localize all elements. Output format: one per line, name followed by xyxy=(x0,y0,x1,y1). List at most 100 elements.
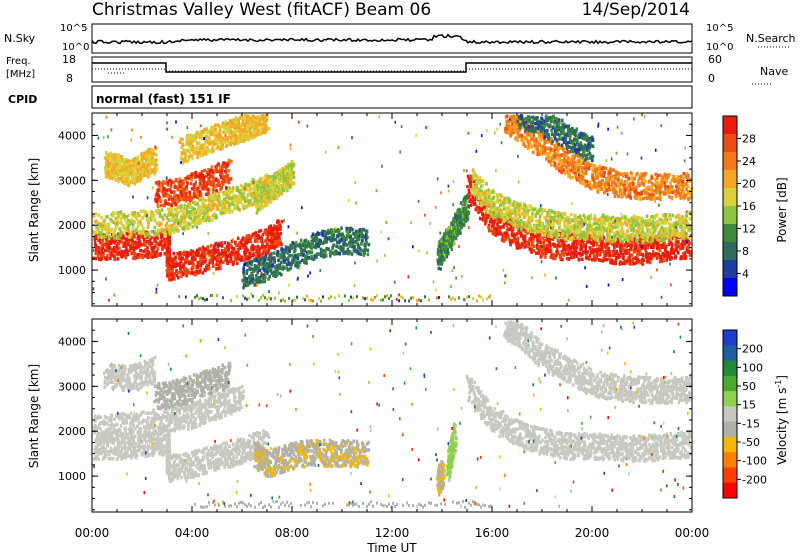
data-cell xyxy=(171,199,175,203)
data-cell xyxy=(222,249,225,254)
data-cell xyxy=(286,251,290,256)
data-cell xyxy=(247,233,251,238)
data-cell xyxy=(304,257,307,261)
data-cell xyxy=(200,218,203,222)
data-cell xyxy=(172,251,175,256)
data-cell xyxy=(106,257,109,261)
data-cell xyxy=(99,232,103,237)
data-cell xyxy=(139,231,143,235)
data-cell xyxy=(98,225,101,230)
data-cell xyxy=(250,262,253,267)
data-cell xyxy=(260,236,264,241)
data-cell xyxy=(246,237,249,242)
data-cell xyxy=(110,165,113,170)
data-cell xyxy=(178,177,181,181)
data-cell xyxy=(239,123,243,127)
data-cell xyxy=(116,165,120,169)
data-cell xyxy=(198,141,201,145)
data-cell xyxy=(247,120,251,125)
data-cell xyxy=(230,210,234,214)
data-cell xyxy=(153,225,157,230)
data-cell xyxy=(465,215,468,219)
data-cell xyxy=(319,247,323,252)
data-cell xyxy=(169,194,172,199)
data-cell xyxy=(114,178,117,182)
data-cell xyxy=(225,254,228,258)
data-cell xyxy=(264,251,268,255)
data-cell xyxy=(240,197,243,202)
data-cell xyxy=(247,235,250,240)
data-cell xyxy=(212,180,216,185)
data-cell xyxy=(187,135,191,139)
data-cell xyxy=(292,163,296,167)
data-cell xyxy=(243,135,246,139)
data-cell xyxy=(276,270,279,275)
data-cell xyxy=(265,115,269,119)
data-cell xyxy=(170,207,174,211)
data-cell xyxy=(446,249,449,254)
data-cell xyxy=(228,188,232,192)
data-cell xyxy=(166,274,169,278)
nave-tick-bottom: 0 xyxy=(708,72,715,85)
data-cell xyxy=(204,134,208,139)
data-cell xyxy=(193,221,197,225)
data-cell xyxy=(210,125,213,130)
data-cell xyxy=(205,266,209,270)
data-cell xyxy=(135,241,138,245)
data-cell xyxy=(247,183,250,187)
data-cell xyxy=(95,251,98,255)
data-cell xyxy=(115,224,118,228)
data-cell xyxy=(226,137,230,141)
data-cell xyxy=(270,259,273,264)
data-cell xyxy=(98,230,101,235)
data-cell xyxy=(104,163,108,167)
data-cell xyxy=(181,137,184,142)
data-cell xyxy=(186,268,190,273)
data-cell xyxy=(523,240,526,244)
data-cell xyxy=(153,219,156,223)
data-cell xyxy=(144,211,147,215)
data-cell xyxy=(240,138,244,143)
data-cell xyxy=(282,253,286,258)
data-cell xyxy=(97,234,101,239)
data-cell xyxy=(115,166,118,170)
data-cell xyxy=(115,154,119,158)
data-cell xyxy=(98,239,102,243)
data-cell xyxy=(100,216,103,220)
data-cell xyxy=(174,255,177,259)
data-cell xyxy=(516,236,520,240)
data-cell xyxy=(184,179,188,183)
data-cell xyxy=(293,257,296,262)
data-cell xyxy=(105,151,108,155)
data-cell xyxy=(146,246,149,250)
data-cell xyxy=(243,191,246,196)
data-cell xyxy=(253,264,257,268)
data-cell xyxy=(278,271,282,276)
data-cell xyxy=(203,127,206,132)
data-cell xyxy=(222,164,225,168)
data-cell xyxy=(276,226,279,230)
data-cell xyxy=(224,120,228,124)
data-cell xyxy=(233,258,237,262)
data-cell xyxy=(160,227,164,231)
data-cell xyxy=(366,252,370,257)
data-cell xyxy=(97,213,101,217)
data-cell xyxy=(128,235,131,239)
data-cell xyxy=(288,261,291,266)
data-cell xyxy=(273,225,276,229)
data-cell xyxy=(134,175,138,180)
data-cell xyxy=(185,258,189,262)
data-cell xyxy=(167,270,170,274)
data-cell xyxy=(113,228,117,232)
data-cell xyxy=(242,189,246,193)
data-cell xyxy=(218,183,221,187)
data-cell xyxy=(119,229,123,233)
data-cell xyxy=(163,231,166,235)
data-cell xyxy=(212,128,216,133)
data-cell xyxy=(204,174,208,178)
data-cell xyxy=(137,255,140,260)
data-cell xyxy=(235,188,239,193)
data-cell xyxy=(194,216,197,220)
data-cell xyxy=(257,229,261,234)
data-cell xyxy=(172,212,175,217)
